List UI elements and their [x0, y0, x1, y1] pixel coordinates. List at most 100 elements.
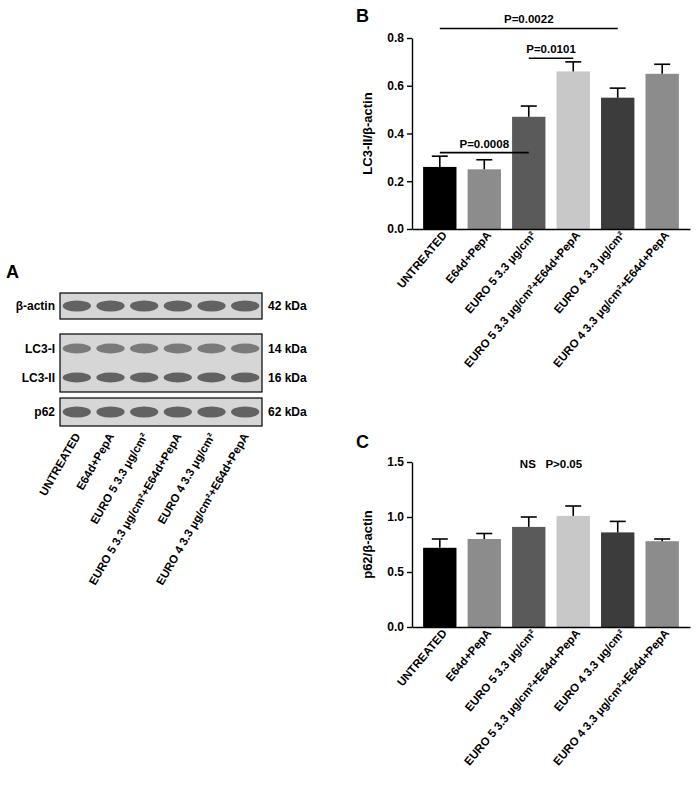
- y-tick-label: 0.4: [387, 127, 404, 141]
- blot-strip: [60, 293, 262, 319]
- x-tick-label: E64d+PepA: [443, 627, 493, 683]
- y-tick-mark: [407, 517, 412, 518]
- error-bar-cap: [521, 516, 537, 518]
- band-size: 62 kDa: [268, 405, 307, 419]
- x-tick: UNTREATED: [395, 229, 449, 290]
- y-tick: 0.2: [387, 175, 412, 189]
- bar: [646, 541, 679, 627]
- error-bar-cap: [521, 105, 537, 107]
- band-label: LC3-II: [22, 371, 55, 385]
- lane-label: EURO 4 3.3 μg/cm²: [155, 431, 217, 526]
- y-tick: 0.0: [387, 620, 412, 634]
- blot-band: [130, 301, 158, 312]
- plot-area: [423, 506, 679, 627]
- blot-band: [130, 373, 158, 383]
- band-size: 14 kDa: [268, 342, 307, 356]
- error-bar: [654, 64, 670, 74]
- error-bar-cap: [565, 505, 581, 507]
- y-tick-label: 0.0: [387, 620, 404, 634]
- y-tick-label: 0.8: [387, 31, 404, 45]
- blot-band: [96, 373, 124, 383]
- panel-label: A: [6, 262, 19, 282]
- y-tick-mark: [407, 462, 412, 463]
- y-tick-mark: [407, 627, 412, 628]
- bar-panel: B 0.0 0.2 0.4 0.6 0.8 UNTREATEDE64d+PepAEURO 5…: [356, 6, 691, 369]
- error-bar-cap: [565, 61, 581, 63]
- bar: [557, 516, 590, 627]
- x-axis: UNTREATEDE64d+PepAEURO 5 3.3 μg/cm²EURO …: [395, 627, 691, 768]
- error-bar: [565, 506, 581, 516]
- error-bar: [476, 534, 492, 540]
- y-axis-title: p62/β-actin: [360, 510, 375, 579]
- error-bar-stem: [439, 539, 441, 548]
- significance-line: [529, 57, 573, 59]
- y-tick-label: 1.0: [387, 510, 404, 524]
- blot-panel: Aβ-actin42 kDaLC3-I14 kDaLC3-II16 kDap62…: [6, 262, 307, 587]
- annotation: P=0.0008: [459, 138, 509, 150]
- blot-band: [96, 344, 124, 354]
- x-tick: E64d+PepA: [443, 627, 493, 683]
- bar: [468, 539, 501, 627]
- x-tick: E64d+PepA: [443, 229, 493, 285]
- error-bar: [476, 160, 492, 170]
- bar: [601, 532, 634, 627]
- y-tick: 0.6: [387, 79, 412, 93]
- bar: [646, 74, 679, 229]
- panel-label: B: [356, 6, 369, 26]
- error-bar-cap: [610, 521, 626, 523]
- blot-band: [197, 301, 225, 312]
- y-tick: 1.5: [387, 455, 412, 469]
- x-tick-label: UNTREATED: [395, 229, 449, 290]
- annotation: NS P>0.05: [520, 458, 583, 470]
- error-bar: [432, 156, 448, 167]
- error-bar: [610, 88, 626, 98]
- y-axis-line: [412, 463, 413, 628]
- y-tick-mark: [407, 133, 412, 134]
- y-tick: 0.8: [387, 31, 412, 45]
- x-tick: EURO 4 3.3 μg/cm²+E64d+PepA: [551, 229, 672, 369]
- error-bar-stem: [483, 160, 485, 170]
- error-bar-stem: [617, 521, 619, 532]
- y-tick-label: 0.6: [387, 79, 404, 93]
- error-bar-cap: [476, 159, 492, 161]
- blot-band: [197, 373, 225, 383]
- y-tick-mark: [407, 229, 412, 230]
- y-tick-mark: [407, 181, 412, 182]
- blot-band: [63, 301, 91, 312]
- blot-band: [231, 373, 259, 383]
- x-tick: EURO 4 3.3 μg/cm²+E64d+PepA: [551, 627, 672, 767]
- bar: [601, 98, 634, 229]
- y-tick: 1.0: [387, 510, 412, 524]
- blot-band: [130, 407, 158, 418]
- error-bar-cap: [654, 63, 670, 65]
- x-tick-label: E64d+PepA: [443, 229, 493, 285]
- bar: [512, 527, 545, 627]
- significance-line: [440, 152, 529, 154]
- blot-band: [63, 344, 91, 354]
- error-bar: [521, 106, 537, 117]
- error-bar-stem: [483, 534, 485, 540]
- y-tick-mark: [407, 38, 412, 39]
- lane-label: EURO 4 3.3 μg/cm²+E64d+PepA: [154, 431, 251, 587]
- annotation: P=0.0101: [526, 43, 576, 55]
- y-tick: 0.0: [387, 222, 412, 236]
- blot-band: [231, 344, 259, 354]
- x-axis: UNTREATEDE64d+PepAEURO 5 3.3 μg/cm²EURO …: [395, 229, 691, 370]
- x-tick: UNTREATED: [395, 627, 449, 688]
- bar: [512, 117, 545, 229]
- plot-area: [423, 62, 679, 229]
- y-tick-label: 0.2: [387, 175, 404, 189]
- blot-band: [164, 373, 192, 383]
- x-axis-line: [413, 229, 691, 230]
- error-bar-stem: [661, 64, 663, 74]
- blot-band: [130, 344, 158, 354]
- blot-band: [197, 344, 225, 354]
- lane-label: EURO 5 3.3 μg/cm²: [88, 431, 150, 526]
- error-bar-stem: [617, 88, 619, 98]
- annotation: P=0.0022: [504, 13, 554, 25]
- error-bar-cap: [610, 87, 626, 89]
- band-size: 42 kDa: [268, 299, 307, 313]
- x-tick-label: EURO 4 3.3 μg/cm²+E64d+PepA: [551, 627, 672, 767]
- error-bar-cap: [432, 538, 448, 540]
- significance-line: [440, 28, 618, 30]
